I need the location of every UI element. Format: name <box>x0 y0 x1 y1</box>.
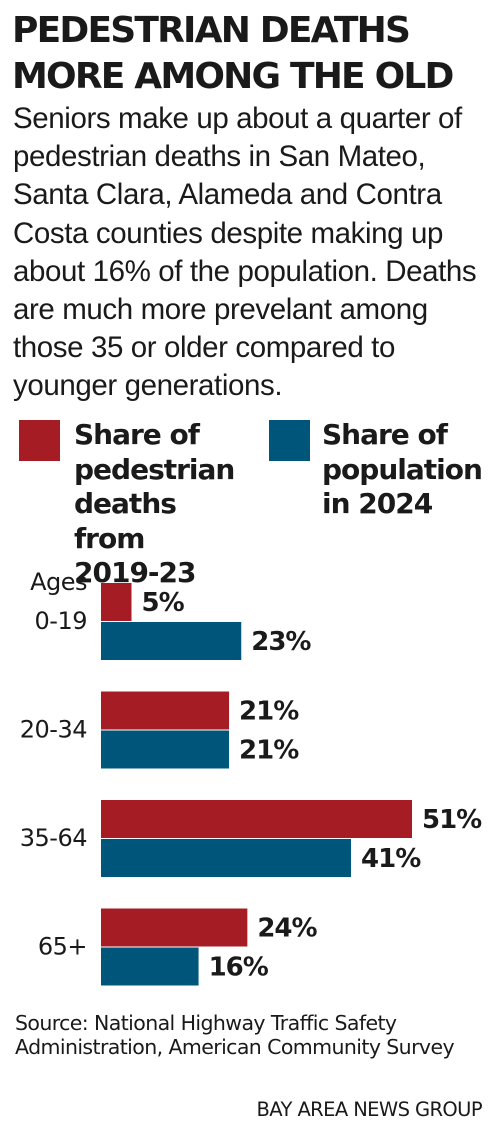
chart-subtitle: Seniors make up about a quarter of pedes… <box>13 102 477 403</box>
legend-swatch-deaths <box>19 420 60 461</box>
bar-deaths <box>101 800 412 838</box>
legend-label-deaths-line-2: pedestrian <box>74 452 235 486</box>
legend-label-deaths: Share of pedestrian deaths from 2019-23 <box>74 418 235 591</box>
data-label: 23% <box>251 627 311 657</box>
data-label: 51% <box>422 805 482 835</box>
data-label: 21% <box>239 736 299 766</box>
chart-title-line-2: MORE AMONG THE OLD <box>12 56 454 97</box>
bar-population <box>101 622 242 660</box>
bar-population <box>101 839 352 877</box>
category-label: 35-64 <box>20 824 87 852</box>
legend-label-deaths-line-1: Share of <box>74 418 200 451</box>
bar-deaths <box>101 583 132 621</box>
data-label: 5% <box>141 588 184 618</box>
category-label: 0-19 <box>35 607 87 635</box>
bar-deaths <box>101 691 230 730</box>
category-label: 20-34 <box>20 716 87 744</box>
legend-label-population-line-3: in 2024 <box>322 487 433 520</box>
credit-line: BAY AREA NEWS GROUP <box>256 1098 483 1121</box>
bar-deaths <box>101 908 248 947</box>
chart-title: PEDESTRIAN DEATHS MORE AMONG THE OLD <box>12 8 490 100</box>
legend-label-deaths-line-3: deaths from <box>74 487 177 555</box>
legend-label-population-line-1: Share of <box>322 418 448 451</box>
data-label: 21% <box>239 697 299 727</box>
legend-label-population-line-2: population <box>322 452 483 486</box>
category-header: Ages <box>30 568 87 596</box>
data-label: 24% <box>257 914 317 944</box>
data-label: 41% <box>361 844 421 874</box>
legend-label-deaths-line-4: 2019-23 <box>74 556 197 589</box>
data-label: 16% <box>209 953 269 983</box>
bar-population <box>101 947 199 986</box>
category-label: 65+ <box>38 933 87 961</box>
legend-label-population: Share of population in 2024 <box>322 418 483 522</box>
source-note: Source: National Highway Traffic Safety … <box>15 1011 455 1059</box>
legend-swatch-population <box>269 420 310 461</box>
bar-chart: Ages 0-19 5% 23% 20-34 21% 21% 35-64 51%41% 65+ 24… <box>20 568 483 986</box>
bar-population <box>101 730 230 769</box>
chart-title-line-1: PEDESTRIAN DEATHS <box>12 10 411 51</box>
